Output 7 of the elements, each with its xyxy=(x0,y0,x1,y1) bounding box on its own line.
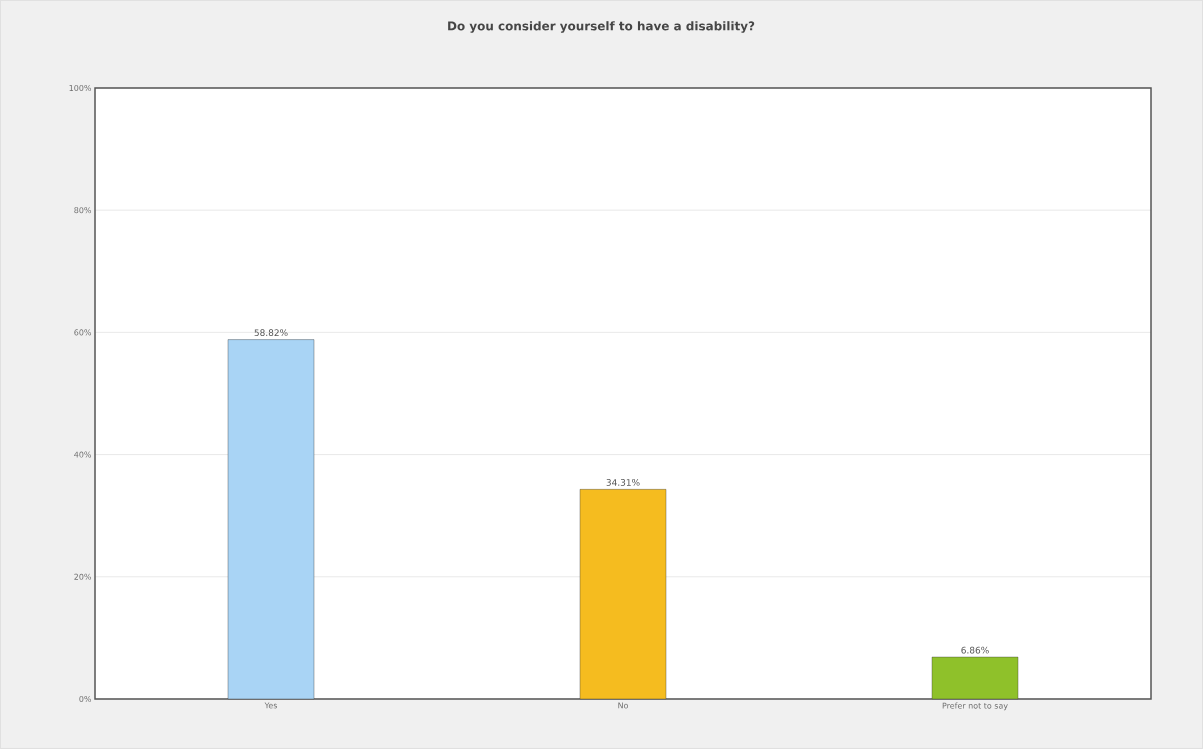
bar xyxy=(579,489,667,700)
data-label: 58.82% xyxy=(254,329,288,337)
bar xyxy=(227,339,315,700)
chart-title: Do you consider yourself to have a disability? xyxy=(448,21,755,33)
data-label: 6.86% xyxy=(961,646,989,654)
data-label: 34.31% xyxy=(606,479,640,486)
bar xyxy=(931,656,1019,700)
